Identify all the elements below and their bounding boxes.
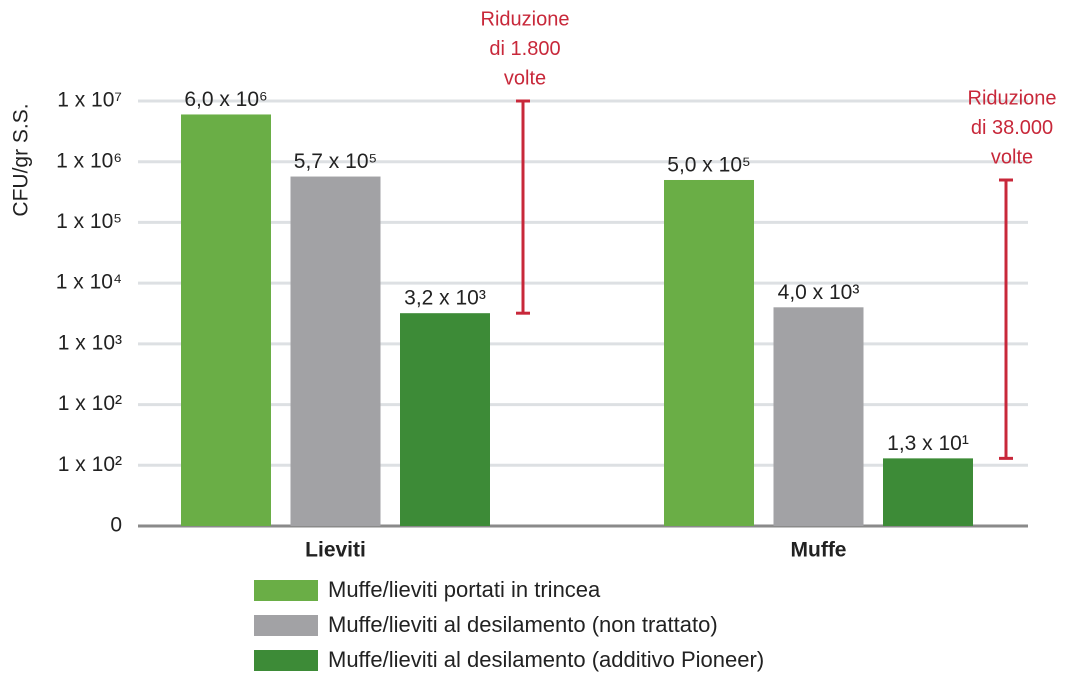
bar <box>290 176 381 526</box>
bar <box>400 313 490 526</box>
legend-label: Muffe/lieviti al desilamento (additivo P… <box>328 647 764 672</box>
y-tick-label: 0 <box>110 514 122 537</box>
value-label: 1,3 x 10¹ <box>887 432 969 455</box>
annotation: volte <box>991 146 1033 168</box>
bar <box>181 114 271 526</box>
y-tick-label: 1 x 10⁵ <box>56 210 122 233</box>
value-label: 5,0 x 10⁵ <box>667 154 750 177</box>
legend-label: Muffe/lieviti al desilamento (non tratta… <box>328 612 718 637</box>
bar <box>664 179 754 527</box>
legend-swatch <box>254 650 318 671</box>
y-tick-label: 1 x 10⁴ <box>56 271 122 294</box>
y-tick-label: 1 x 10² <box>58 453 122 476</box>
annotation: di 38.000 <box>971 117 1053 139</box>
annotation: di 1.800 <box>489 38 560 60</box>
legend-swatch <box>254 580 318 601</box>
legend-label: Muffe/lieviti portati in trincea <box>328 577 601 602</box>
value-label: 5,7 x 10⁵ <box>294 150 377 173</box>
value-label: 4,0 x 10³ <box>778 281 860 304</box>
bar <box>773 307 864 526</box>
annotation: Riduzione <box>968 87 1057 109</box>
annotation: volte <box>504 67 546 89</box>
y-tick-label: 1 x 10² <box>58 392 122 415</box>
y-tick-label: 1 x 10³ <box>58 331 122 354</box>
legend-swatch <box>254 615 318 636</box>
value-label: 6,0 x 10⁶ <box>184 88 267 111</box>
y-axis-label: CFU/gr S.S. <box>10 103 33 216</box>
y-tick-label: 1 x 10⁶ <box>56 149 122 172</box>
category-label: Lieviti <box>305 539 366 562</box>
value-label: 3,2 x 10³ <box>404 287 486 310</box>
annotation: Riduzione <box>481 8 570 30</box>
y-tick-label: 1 x 10⁷ <box>57 89 122 112</box>
category-label: Muffe <box>791 539 847 562</box>
bar <box>883 458 973 526</box>
